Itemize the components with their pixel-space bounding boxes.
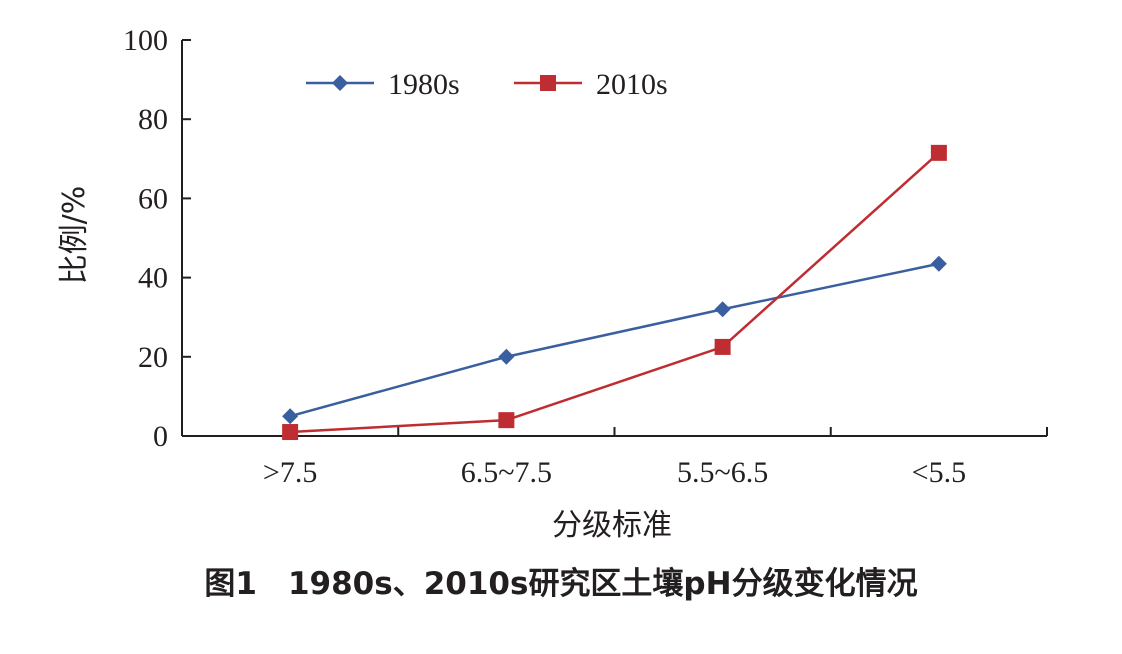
y-tick-label: 60 (138, 182, 168, 215)
y-tick-label: 40 (138, 262, 168, 295)
y-tick-label: 80 (138, 103, 168, 136)
y-tick-label: 100 (123, 24, 168, 57)
y-tick-label: 0 (153, 420, 168, 453)
x-axis-label: 分级标准 (552, 508, 672, 543)
y-axis-label: 比例/% (57, 186, 92, 285)
x-tick-label: <5.5 (912, 456, 966, 489)
legend-label: 1980s (388, 68, 460, 101)
data-point (714, 338, 731, 355)
legend: 1980s 2010s (306, 68, 668, 101)
data-point (498, 412, 515, 429)
legend-item: 2010s (514, 68, 668, 101)
series-2010s (282, 144, 947, 441)
axes: 0 20 40 60 80 100 >7.5 6.5~7.5 5.5~6.5 <5.5 (123, 24, 1048, 489)
data-point (930, 255, 947, 272)
legend-marker (332, 75, 348, 91)
legend-label: 2010s (596, 68, 668, 101)
data-point (282, 408, 299, 425)
data-point (282, 424, 299, 441)
series-layer (282, 144, 947, 441)
series-1980s (282, 255, 947, 425)
data-point (714, 301, 731, 318)
y-tick-label: 20 (138, 341, 168, 374)
series-line (289, 262, 940, 418)
x-tick-label: 6.5~7.5 (461, 456, 552, 489)
legend-item: 1980s (306, 68, 460, 101)
data-point (498, 348, 515, 365)
x-tick-label: >7.5 (263, 456, 317, 489)
data-point (930, 144, 947, 161)
legend-marker (540, 75, 556, 91)
series-line (290, 151, 940, 434)
x-tick-label: 5.5~6.5 (677, 456, 768, 489)
figure-caption: 图1 1980s、2010s研究区土壤pH分级变化情况 (204, 566, 918, 602)
